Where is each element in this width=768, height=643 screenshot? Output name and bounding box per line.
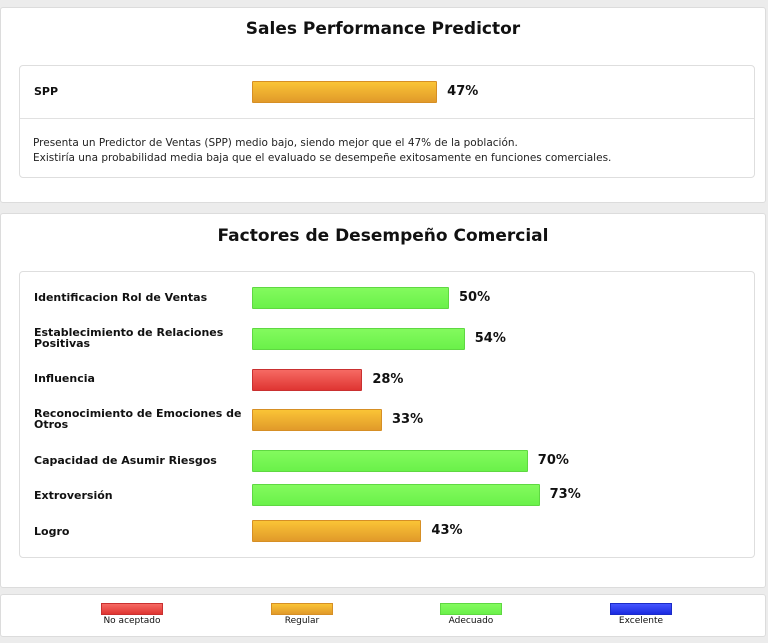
factor-label: Identificacion Rol de Ventas bbox=[34, 291, 208, 304]
factors-section-title: Factores de Desempeño Comercial bbox=[217, 226, 549, 246]
factor-bar bbox=[252, 287, 449, 309]
spp-label: SPP bbox=[34, 85, 59, 98]
spp-section: Sales Performance Predictor SPP 47% Pres… bbox=[0, 7, 766, 203]
spp-description: Presenta un Predictor de Ventas (SPP) me… bbox=[33, 136, 611, 166]
spp-divider bbox=[20, 118, 754, 119]
legend-label: Regular bbox=[284, 616, 320, 626]
factor-value-label: 54% bbox=[474, 331, 506, 346]
factors-section: Factores de Desempeño Comercial Identifi… bbox=[0, 213, 766, 588]
factor-bar bbox=[252, 450, 528, 472]
factor-bar bbox=[252, 484, 540, 506]
legend-label: Adecuado bbox=[448, 616, 494, 626]
spp-value-label: 47% bbox=[447, 84, 479, 99]
legend-item: Excelente bbox=[586, 603, 696, 626]
factor-bar bbox=[252, 409, 383, 431]
legend-item: Adecuado bbox=[416, 603, 526, 626]
factors-card: Identificacion Rol de Ventas 50% Estableci… bbox=[19, 271, 755, 558]
legend-swatch bbox=[610, 603, 672, 615]
factor-label: Extroversión bbox=[34, 489, 113, 502]
factor-bar bbox=[252, 369, 363, 391]
spp-description-line2: Existiría una probabilidad media baja qu… bbox=[33, 152, 612, 164]
legend-label: No aceptado bbox=[103, 616, 161, 626]
factor-value-label: 33% bbox=[392, 412, 424, 427]
factor-label: Reconocimiento de Emociones de Otros bbox=[34, 407, 242, 431]
factor-label: Establecimiento de Relaciones Positivas bbox=[34, 326, 224, 350]
legend-swatch bbox=[271, 603, 333, 615]
legend-item: No aceptado bbox=[77, 603, 187, 626]
factor-value-label: 50% bbox=[459, 290, 491, 305]
legend: No aceptado Regular Adecuado Excelente bbox=[0, 594, 766, 637]
factor-label: Capacidad de Asumir Riesgos bbox=[34, 454, 217, 467]
legend-swatch bbox=[101, 603, 163, 615]
spp-section-title: Sales Performance Predictor bbox=[245, 19, 521, 39]
spp-card: SPP 47% Presenta un Predictor de Ventas … bbox=[19, 65, 755, 178]
factor-value-label: 43% bbox=[431, 523, 463, 538]
factor-bar bbox=[252, 328, 465, 350]
factor-value-label: 28% bbox=[372, 372, 404, 387]
factor-label: Influencia bbox=[34, 372, 95, 385]
spp-description-line1: Presenta un Predictor de Ventas (SPP) me… bbox=[33, 137, 518, 149]
legend-swatch bbox=[440, 603, 502, 615]
factor-bar bbox=[252, 520, 422, 542]
spp-bar bbox=[252, 81, 438, 103]
legend-item: Regular bbox=[247, 603, 357, 626]
factor-value-label: 70% bbox=[537, 453, 569, 468]
factor-label: Logro bbox=[34, 525, 70, 538]
factor-value-label: 73% bbox=[549, 487, 581, 502]
legend-label: Excelente bbox=[618, 616, 664, 626]
